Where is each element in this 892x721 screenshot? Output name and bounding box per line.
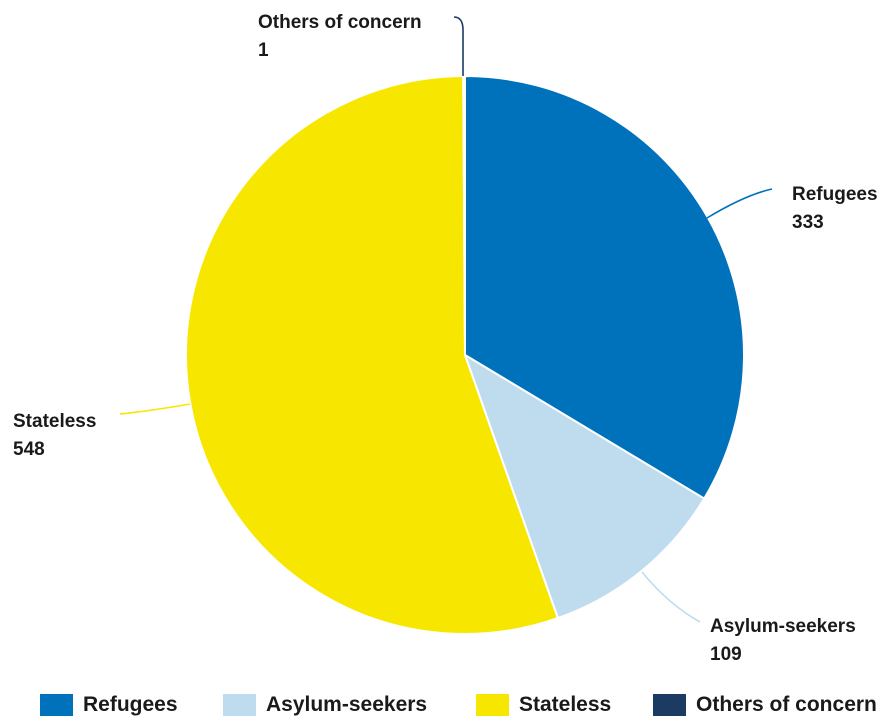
leader-lines bbox=[119, 16, 773, 623]
legend-label-stateless: Stateless bbox=[519, 693, 612, 716]
pie-slice-stateless bbox=[185, 74, 560, 635]
legend-swatch-refugees bbox=[40, 694, 73, 716]
legend-item-others-of-concern: Others of concern bbox=[653, 693, 877, 717]
legend-label-asylum-seekers: Asylum-seekers bbox=[266, 693, 428, 716]
data-label-name-others-of-concern: Others of concern bbox=[258, 12, 422, 33]
data-label-value-stateless: 548 bbox=[13, 439, 45, 460]
legend-item-asylum-seekers: Asylum-seekers bbox=[223, 693, 427, 717]
data-label-name-asylum-seekers: Asylum-seekers bbox=[710, 616, 856, 637]
legend-label-others-of-concern: Others of concern bbox=[696, 693, 877, 716]
data-label-name-stateless: Stateless bbox=[13, 411, 96, 432]
data-label-value-refugees: 333 bbox=[792, 212, 824, 233]
leader-line-others-of-concern bbox=[453, 16, 464, 76]
legend-item-refugees: Refugees bbox=[40, 693, 178, 717]
data-labels: Refugees 333 Asylum-seekers 109 Stateles… bbox=[13, 12, 878, 665]
leader-line-asylum-seekers bbox=[641, 571, 701, 623]
pie-slice-asylum-seekers bbox=[463, 352, 706, 620]
legend-swatch-asylum-seekers bbox=[223, 694, 256, 716]
legend-label-refugees: Refugees bbox=[83, 693, 178, 716]
leader-line-refugees bbox=[706, 188, 773, 219]
data-label-value-others-of-concern: 1 bbox=[258, 40, 269, 61]
leader-line-stateless bbox=[119, 403, 191, 415]
pie-slices bbox=[185, 74, 745, 635]
legend-swatch-stateless bbox=[476, 694, 509, 716]
data-label-value-asylum-seekers: 109 bbox=[710, 644, 742, 665]
data-label-name-refugees: Refugees bbox=[792, 184, 878, 205]
pie-slice-others-of-concern bbox=[462, 74, 466, 356]
legend-swatch-others-of-concern bbox=[653, 694, 686, 716]
legend-item-stateless: Stateless bbox=[476, 693, 611, 717]
